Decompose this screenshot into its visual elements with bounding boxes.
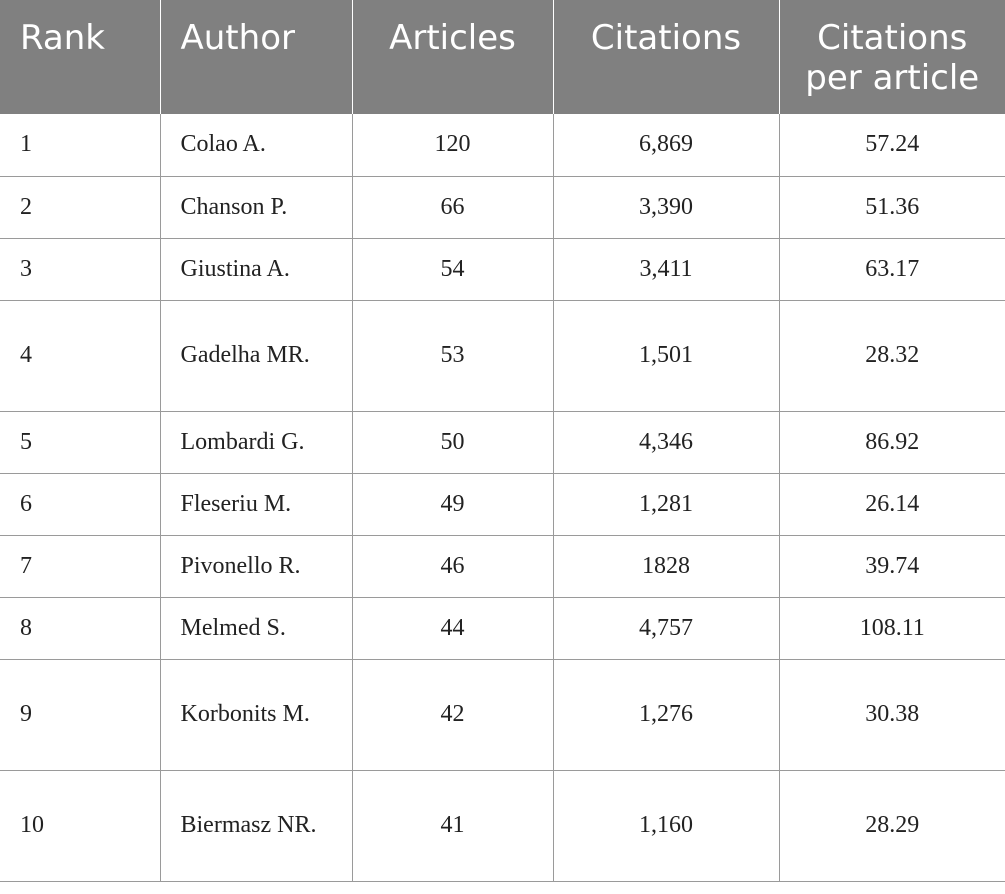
cell-author: Fleseriu M. bbox=[159, 473, 352, 536]
cell-citations-per-article: 28.29 bbox=[778, 770, 1005, 882]
cell-articles: 44 bbox=[351, 597, 553, 660]
table-row: 2 Chanson P. 66 3,390 51.36 bbox=[0, 176, 1005, 239]
cell-citations: 1,501 bbox=[552, 300, 779, 412]
cell-articles: 41 bbox=[351, 770, 553, 882]
cell-articles: 42 bbox=[351, 659, 553, 771]
cell-citations: 1828 bbox=[552, 535, 779, 598]
cell-rank: 7 bbox=[0, 535, 160, 598]
cell-author: Colao A. bbox=[159, 114, 352, 177]
cell-citations: 6,869 bbox=[552, 114, 779, 177]
cell-articles: 120 bbox=[351, 114, 553, 177]
cell-citations: 1,160 bbox=[552, 770, 779, 882]
table-row: 8 Melmed S. 44 4,757 108.11 bbox=[0, 597, 1005, 660]
cell-author: Lombardi G. bbox=[159, 411, 352, 474]
cell-citations-per-article: 51.36 bbox=[778, 176, 1005, 239]
table-row: 9 Korbonits M. 42 1,276 30.38 bbox=[0, 659, 1005, 771]
cell-citations-per-article: 39.74 bbox=[778, 535, 1005, 598]
cell-citations: 1,281 bbox=[552, 473, 779, 536]
cell-citations: 3,390 bbox=[552, 176, 779, 239]
cell-rank: 9 bbox=[0, 659, 160, 771]
table-row: 5 Lombardi G. 50 4,346 86.92 bbox=[0, 411, 1005, 474]
cell-author: Melmed S. bbox=[159, 597, 352, 660]
table-row: 7 Pivonello R. 46 1828 39.74 bbox=[0, 535, 1005, 598]
cell-rank: 1 bbox=[0, 114, 160, 177]
table-header: Rank Author Articles Citations Citations… bbox=[0, 0, 1005, 114]
cell-citations-per-article: 26.14 bbox=[778, 473, 1005, 536]
header-articles: Articles bbox=[351, 0, 553, 114]
cell-articles: 50 bbox=[351, 411, 553, 474]
cell-citations-per-article: 28.32 bbox=[778, 300, 1005, 412]
table-row: 3 Giustina A. 54 3,411 63.17 bbox=[0, 238, 1005, 301]
header-author: Author bbox=[159, 0, 352, 114]
table-row: 10 Biermasz NR. 41 1,160 28.29 bbox=[0, 770, 1005, 882]
cell-citations: 3,411 bbox=[552, 238, 779, 301]
header-row: Rank Author Articles Citations Citations… bbox=[0, 0, 1005, 114]
table-row: 1 Colao A. 120 6,869 57.24 bbox=[0, 114, 1005, 177]
cell-citations-per-article: 108.11 bbox=[778, 597, 1005, 660]
cell-articles: 46 bbox=[351, 535, 553, 598]
cell-rank: 4 bbox=[0, 300, 160, 412]
table-row: 6 Fleseriu M. 49 1,281 26.14 bbox=[0, 473, 1005, 536]
cell-citations: 4,346 bbox=[552, 411, 779, 474]
cell-articles: 54 bbox=[351, 238, 553, 301]
cell-rank: 5 bbox=[0, 411, 160, 474]
header-rank: Rank bbox=[0, 0, 160, 114]
table-row: 4 Gadelha MR. 53 1,501 28.32 bbox=[0, 300, 1005, 412]
cell-articles: 49 bbox=[351, 473, 553, 536]
header-citations-per-article: Citations per article bbox=[778, 0, 1005, 114]
cell-author: Giustina A. bbox=[159, 238, 352, 301]
cell-citations: 4,757 bbox=[552, 597, 779, 660]
cell-rank: 8 bbox=[0, 597, 160, 660]
cell-author: Korbonits M. bbox=[159, 659, 352, 771]
header-citations: Citations bbox=[552, 0, 779, 114]
cell-citations-per-article: 86.92 bbox=[778, 411, 1005, 474]
cell-citations-per-article: 63.17 bbox=[778, 238, 1005, 301]
cell-rank: 2 bbox=[0, 176, 160, 239]
cell-rank: 6 bbox=[0, 473, 160, 536]
cell-citations-per-article: 57.24 bbox=[778, 114, 1005, 177]
cell-author: Biermasz NR. bbox=[159, 770, 352, 882]
cell-author: Chanson P. bbox=[159, 176, 352, 239]
cell-author: Gadelha MR. bbox=[159, 300, 352, 412]
cell-rank: 10 bbox=[0, 770, 160, 882]
cell-citations-per-article: 30.38 bbox=[778, 659, 1005, 771]
table-body: 1 Colao A. 120 6,869 57.24 2 Chanson P. … bbox=[0, 114, 1005, 882]
cell-rank: 3 bbox=[0, 238, 160, 301]
cell-articles: 53 bbox=[351, 300, 553, 412]
cell-articles: 66 bbox=[351, 176, 553, 239]
cell-author: Pivonello R. bbox=[159, 535, 352, 598]
cell-citations: 1,276 bbox=[552, 659, 779, 771]
